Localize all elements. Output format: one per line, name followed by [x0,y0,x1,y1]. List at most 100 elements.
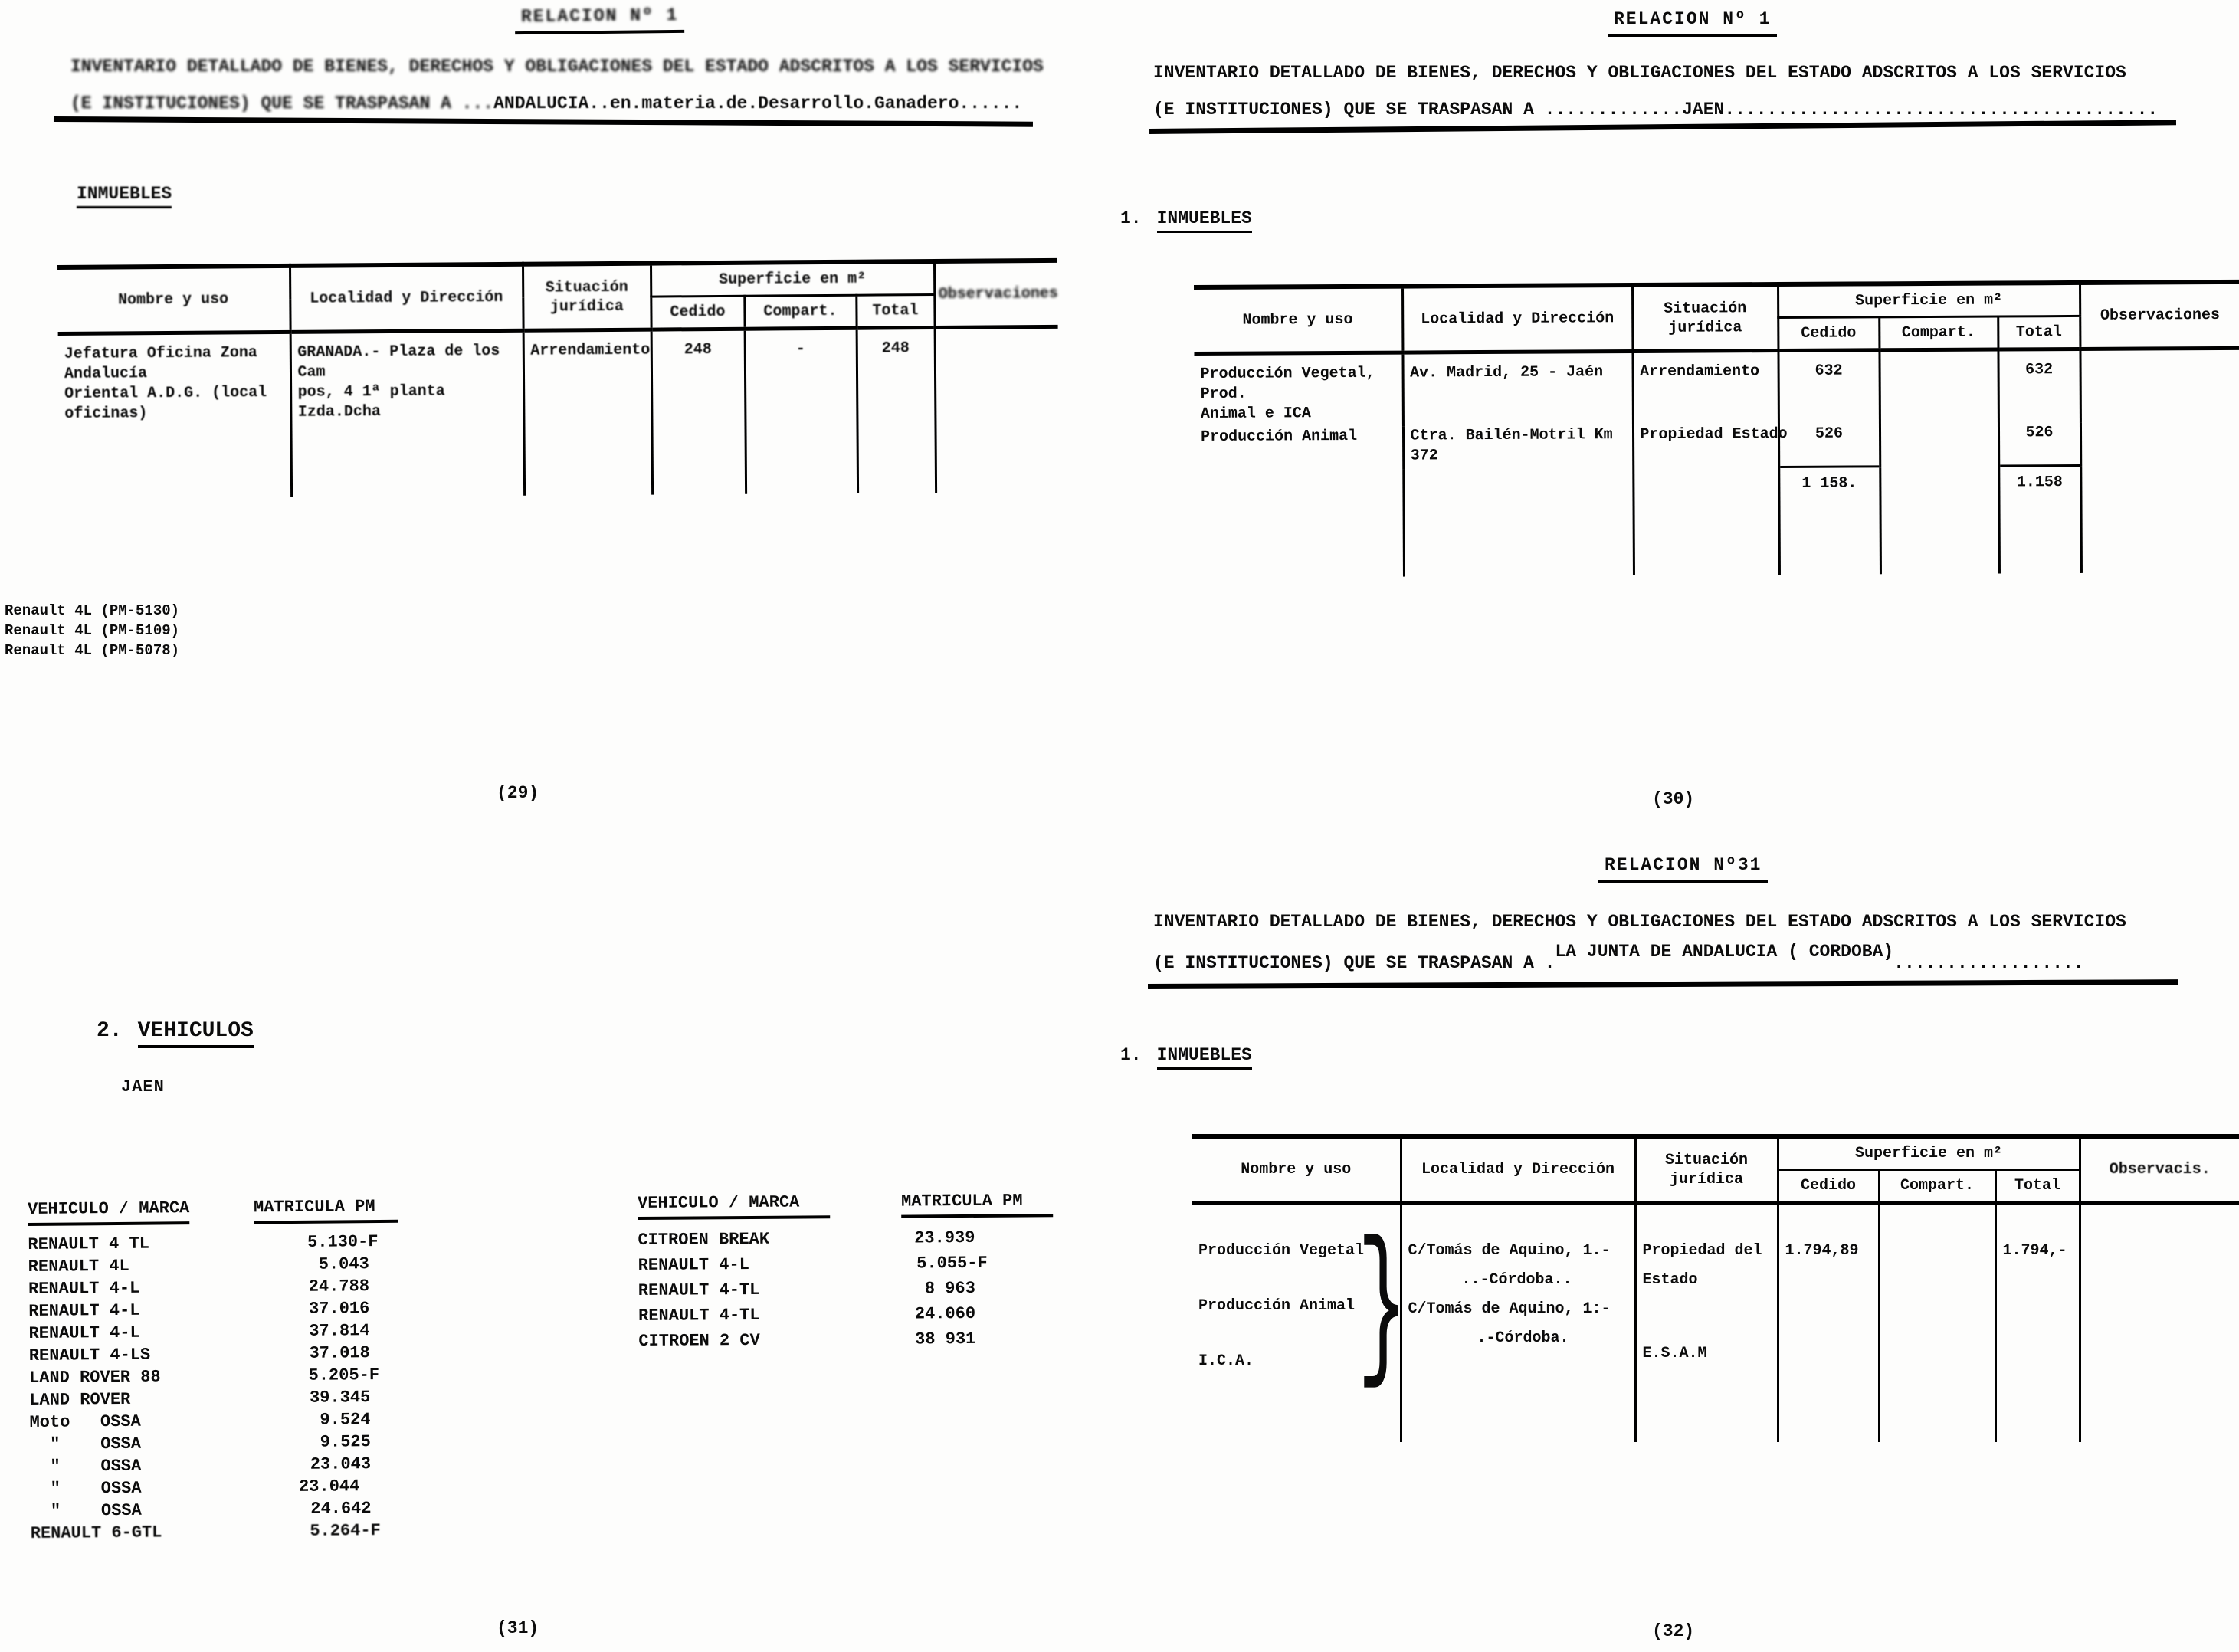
cell-observaciones [934,326,1060,493]
vehicle-notes-list: Renault 4L (PM-5130) Renault 4L (PM-5109… [5,601,179,660]
cell-total: 248 [856,327,936,493]
subsection-jaen: JAEN [121,1077,165,1096]
vehicle-row: " OSSA 23.044 [30,1477,360,1499]
inmuebles-table-granada: Nombre y uso Localidad y Dirección Situa… [57,257,1060,499]
page-number: (31) [497,1618,539,1638]
intro-line-2-pre: (E INSTITUCIONES) QUE SE TRASPASAN A ... [70,93,494,113]
cell-nombre: Jefatura Oficina Zona Andalucía Oriental … [64,344,267,423]
section-heading-inmuebles: INMUEBLES [77,184,172,208]
inmuebles-table-cordoba: Nombre y uso Localidad y Dirección Situa… [1192,1134,2239,1442]
table-header: Nombre y uso Localidad y Dirección Situa… [1192,1136,2239,1205]
cell-nombre: Producción Vegetal Producción Animal I.C… [1198,1216,1408,1403]
col-header-localidad: Localidad y Dirección [290,264,523,333]
vehicle-row: CITROEN 2 CV 38 931 [638,1329,976,1351]
cell-localidad: GRANADA.- Plaza de los Cam pos, 4 1ª plan… [290,330,525,497]
col-header-observaciones: Observacis. [2078,1136,2239,1205]
col-header-total: Total [1994,1169,2080,1205]
col-header-situacion: Situación jurídica [1634,1136,1778,1205]
list-item: Renault 4L (PM-5109) [5,622,180,639]
page-title-text: RELACION Nº 1 [1614,9,1772,29]
col-header-compart: Compart. [744,295,857,329]
col-header-cedido: Cedido [1776,1169,1879,1205]
cell-observaciones [2080,464,2239,573]
table-row: Producción Vegetal Producción Animal I.C… [1192,1202,2239,1442]
list-item: Renault 4L (PM-5130) [5,602,180,619]
cell-total: 526 [1998,422,2081,467]
heavy-rule [1149,120,2177,134]
col-header-superficie: Superficie en m² [1778,282,2080,318]
vehicle-row: " OSSA 24.642 [30,1499,372,1521]
cell-cedido: 248 [651,329,746,495]
col-header-nombre: Nombre y uso [1194,286,1403,354]
vehicle-row: RENAULT 4-TL 24.060 [638,1303,976,1326]
cell-situacion: Propiedad del Estado E.S.A.M [1634,1202,1778,1442]
section-word: INMUEBLES [1156,208,1252,233]
vehicle-row: RENAULT 4-L 37.016 [28,1299,370,1321]
cell-localidad: Ctra. Bailén-Motril Km 372 [1402,424,1634,470]
cell-nombre: Producción Vegetal, Prod. Animal e ICA [1200,364,1375,423]
col-header-localidad: Localidad y Dirección [1399,1136,1635,1205]
col-header-cedido: Cedido [651,296,745,330]
vehicle-row: RENAULT 4-TL 8 963 [638,1278,975,1300]
section-heading-vehiculos: 2. VEHICULOS [97,1019,254,1048]
intro-line-2: (E INSTITUCIONES) QUE SE TRASPASAN A ...… [70,93,1022,113]
heavy-rule [53,116,1033,127]
col-header-compart: Compart. [1877,1169,1995,1205]
table-row: Producción Vegetal, Prod. Animal e ICA Av… [1194,348,2239,427]
col-header-situacion: Situación jurídica [523,263,651,331]
cell-total-total: 1.158 [1998,465,2081,574]
vehicle-row: RENAULT 4-L 5.055-F [638,1253,988,1275]
intro-line-2: (E INSTITUCIONES) QUE SE TRASPASAN A ...… [1153,100,2159,120]
intro-line-2: (E INSTITUCIONES) QUE SE TRASPASAN A .LA… [1153,942,2084,973]
cell-cedido: 1.794,89 [1776,1202,1879,1442]
cell-nombre: Producción Animal [1200,427,1358,446]
vehicle-row: RENAULT 4 TL 5.130-F [28,1232,379,1254]
vehicle-row: Moto OSSA 9.524 [29,1410,371,1432]
page-title: RELACION Nº31 [1598,855,1769,883]
col-header-vehiculo: VEHICULO / MARCA [638,1192,831,1220]
page-title-text: RELACION Nº 1 [520,5,679,28]
cell-localidad: C/Tomás de Aquino, 1.- ..-Córdoba.. C/To… [1399,1202,1635,1442]
col-header-observaciones: Observaciones [2080,281,2239,349]
page-number: (30) [1652,789,1695,809]
intro-line-1: INVENTARIO DETALLADO DE BIENES, DERECHOS… [1153,912,2126,932]
vehicle-row: RENAULT 6-GTL 5.264-F [30,1520,381,1543]
list-item: Renault 4L (PM-5078) [5,642,180,659]
cell-compart [1877,1202,1995,1442]
vehicle-row: CITROEN BREAK 23.939 [638,1228,975,1250]
cell-total: 1.794,- [1994,1202,2080,1442]
col-header-matricula: MATRICULA PM [900,1191,1054,1218]
intro-line-2-post: .................. [1893,953,2084,973]
col-header-cedido: Cedido [1778,316,1880,351]
table-row: Jefatura Oficina Zona Andalucía Oriental … [58,326,1060,498]
section-number: 1. [1120,1045,1142,1065]
page-title: RELACION Nº 1 [514,5,685,35]
cell-compart [1879,349,1998,424]
col-header-vehiculo: VEHICULO / MARCA [28,1198,190,1226]
vehicle-row: " OSSA 23.043 [29,1454,372,1477]
table-header: Nombre y uso Localidad y Dirección Situa… [57,260,1058,334]
col-header-situacion: Situación jurídica [1632,284,1778,352]
vehicle-row: LAND ROVER 88 5.205-F [28,1365,380,1388]
table-header: Nombre y uso Localidad y Dirección Situa… [1194,281,2239,354]
vehicle-row: LAND ROVER 39.345 [29,1388,371,1410]
cell-compart [1880,466,1999,574]
section-heading-inmuebles: 1. INMUEBLES [1120,1045,1252,1070]
vehicle-row: RENAULT 4-L 37.814 [28,1321,370,1343]
col-header-total: Total [856,294,935,329]
page-number: (29) [497,783,539,803]
section-heading-inmuebles: 1. INMUEBLES [1120,208,1252,233]
cell-situacion [1633,467,1779,575]
vehicle-list-left: VEHICULO / MARCA MATRICULA PM RENAULT 4 … [28,1196,398,1546]
section-word: INMUEBLES [77,184,172,208]
intro-line-1: INVENTARIO DETALLADO DE BIENES, DERECHOS… [70,57,1044,77]
vehicle-row: " OSSA 9.525 [29,1432,371,1454]
intro-line-2-entry: ANDALUCIA..en.materia.de.Desarrollo.Gana… [493,93,1023,113]
intro-line-1: INVENTARIO DETALLADO DE BIENES, DERECHOS… [1153,63,2126,83]
section-number: 1. [1120,208,1142,228]
col-header-compart: Compart. [1879,316,1998,350]
cell-localidad [1403,467,1634,577]
col-header-superficie: Superficie en m² [1776,1136,2080,1171]
section-number: 2. [97,1019,123,1043]
page-number: (32) [1652,1621,1695,1641]
